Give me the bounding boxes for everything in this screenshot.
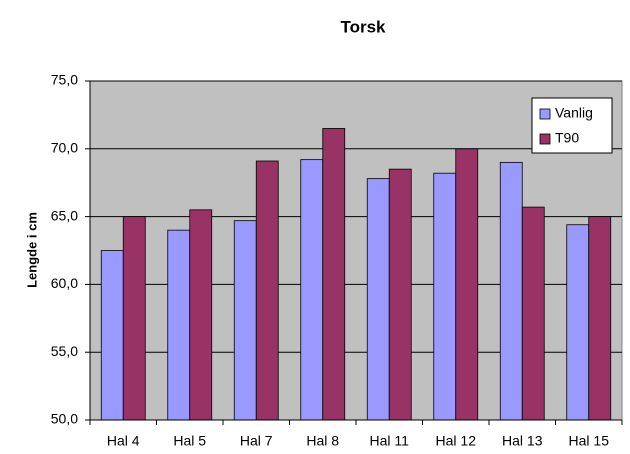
legend-label: T90 bbox=[555, 130, 579, 146]
bar bbox=[322, 128, 346, 421]
bar bbox=[521, 206, 545, 421]
x-tick-label: Hal 11 bbox=[370, 433, 410, 449]
x-tick-label: Hal 12 bbox=[436, 433, 477, 449]
x-tick-label: Hal 5 bbox=[173, 433, 206, 449]
x-tick-label: Hal 13 bbox=[502, 433, 543, 449]
x-tick-label: Hal 7 bbox=[240, 433, 273, 449]
x-tick-label: Hal 4 bbox=[107, 433, 140, 449]
bar bbox=[233, 220, 257, 421]
x-tick-label: Hal 8 bbox=[306, 433, 339, 449]
legend-swatch bbox=[539, 133, 551, 145]
bar bbox=[189, 209, 213, 421]
bar bbox=[588, 216, 612, 421]
bar bbox=[100, 250, 124, 421]
bar bbox=[300, 159, 324, 421]
y-tick-label: 50,0 bbox=[51, 411, 78, 427]
chart-title: Torsk bbox=[340, 17, 386, 36]
bar bbox=[499, 161, 523, 421]
bar bbox=[366, 178, 390, 421]
y-tick-label: 75,0 bbox=[51, 72, 78, 88]
y-tick-label: 60,0 bbox=[51, 275, 78, 291]
bar bbox=[455, 148, 479, 421]
legend-swatch bbox=[539, 108, 551, 120]
bar bbox=[255, 160, 279, 421]
y-tick-label: 55,0 bbox=[51, 343, 78, 359]
bar bbox=[388, 168, 412, 421]
bar bbox=[167, 229, 191, 421]
y-tick-label: 65,0 bbox=[51, 207, 78, 223]
y-axis-label: Lengde i cm bbox=[24, 212, 39, 288]
y-tick-label: 70,0 bbox=[51, 140, 78, 156]
bar bbox=[122, 216, 146, 421]
legend-label: Vanlig bbox=[555, 105, 593, 121]
bar bbox=[566, 224, 590, 421]
bar bbox=[433, 172, 457, 421]
x-tick-label: Hal 15 bbox=[569, 433, 610, 449]
